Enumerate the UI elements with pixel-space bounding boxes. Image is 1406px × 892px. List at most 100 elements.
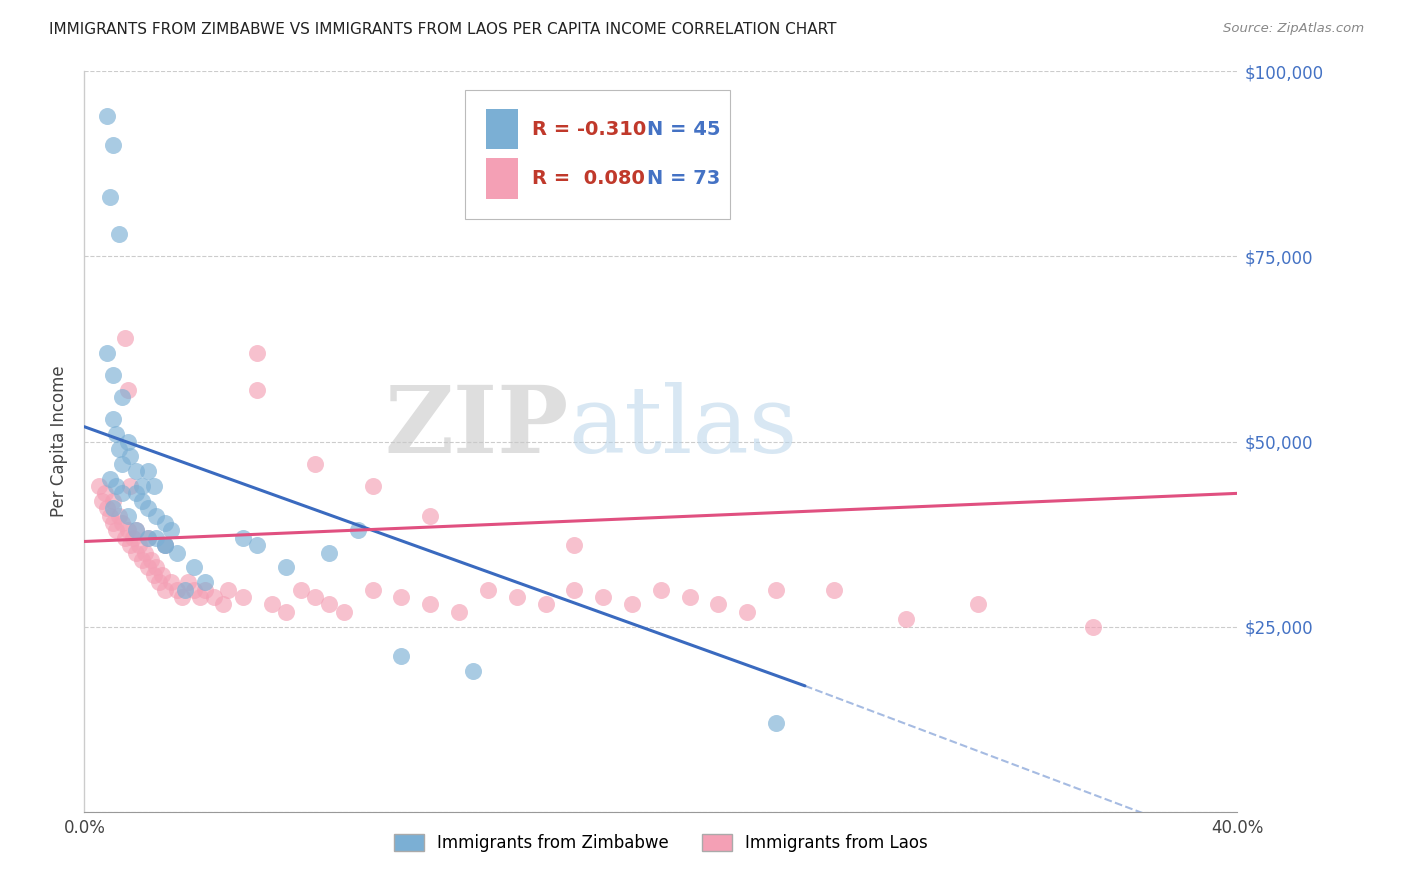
Point [105,479,128,493]
Point [218,582,240,597]
Point [98,471,121,485]
Point [621,598,644,612]
Point [177,575,200,590]
Point [188,590,211,604]
Point [93,486,115,500]
Point [166,545,188,560]
Point [160,524,183,538]
Text: R = -0.310: R = -0.310 [531,120,645,138]
Point [125,524,148,538]
Point [183,582,205,597]
Point [131,493,153,508]
Point [103,501,124,516]
Point [98,508,121,523]
Point [136,464,159,478]
Point [108,508,131,523]
Point [122,531,145,545]
Point [1083,619,1105,633]
Point [111,390,134,404]
Point [103,493,124,508]
Point [150,567,173,582]
Text: Source: ZipAtlas.com: Source: ZipAtlas.com [1223,22,1364,36]
Point [232,531,254,545]
Point [650,582,672,597]
Point [290,582,312,597]
Point [391,649,413,664]
Point [103,138,124,153]
Point [153,516,176,530]
Point [304,590,326,604]
Point [114,331,136,345]
Point [103,368,124,382]
Point [534,598,557,612]
Legend: Immigrants from Zimbabwe, Immigrants from Laos: Immigrants from Zimbabwe, Immigrants fro… [387,828,935,859]
Point [96,109,118,123]
Point [153,538,176,552]
Point [128,538,150,552]
FancyBboxPatch shape [485,159,517,199]
Point [765,582,787,597]
Y-axis label: Per Capita Income: Per Capita Income [51,366,69,517]
Point [347,524,370,538]
Point [111,516,134,530]
Point [142,479,165,493]
Point [114,531,136,545]
Point [160,575,183,590]
Point [117,508,139,523]
Point [90,493,112,508]
Point [153,538,176,552]
Point [202,590,225,604]
Point [139,553,162,567]
Point [318,545,340,560]
Point [276,560,298,574]
FancyBboxPatch shape [465,90,730,219]
Point [105,524,128,538]
Point [134,545,156,560]
Point [136,501,159,516]
Point [98,190,121,204]
Text: ZIP: ZIP [384,382,568,472]
Point [894,612,917,626]
Point [183,560,205,574]
Point [232,590,254,604]
Point [96,345,118,359]
Point [153,582,176,597]
Point [166,582,188,597]
Point [564,582,586,597]
Point [125,486,148,500]
FancyBboxPatch shape [485,109,517,150]
Text: N = 45: N = 45 [647,120,720,138]
Point [145,508,167,523]
Point [125,545,148,560]
Point [117,524,139,538]
Point [111,457,134,471]
Point [260,598,283,612]
Point [136,531,159,545]
Point [117,434,139,449]
Point [463,664,485,678]
Point [87,479,110,493]
Point [194,582,217,597]
Point [105,427,128,442]
Point [125,464,148,478]
Point [120,538,142,552]
Point [108,227,131,242]
Point [419,598,441,612]
Point [145,560,167,574]
Point [172,590,194,604]
Point [108,442,131,456]
Point [103,412,124,426]
Point [117,383,139,397]
Point [679,590,702,604]
Point [131,479,153,493]
Point [449,605,471,619]
Point [391,590,413,604]
Point [125,524,148,538]
Text: N = 73: N = 73 [647,169,720,188]
Point [276,605,298,619]
Point [211,598,233,612]
Point [967,598,990,612]
Point [246,383,269,397]
Point [153,538,176,552]
Point [823,582,845,597]
